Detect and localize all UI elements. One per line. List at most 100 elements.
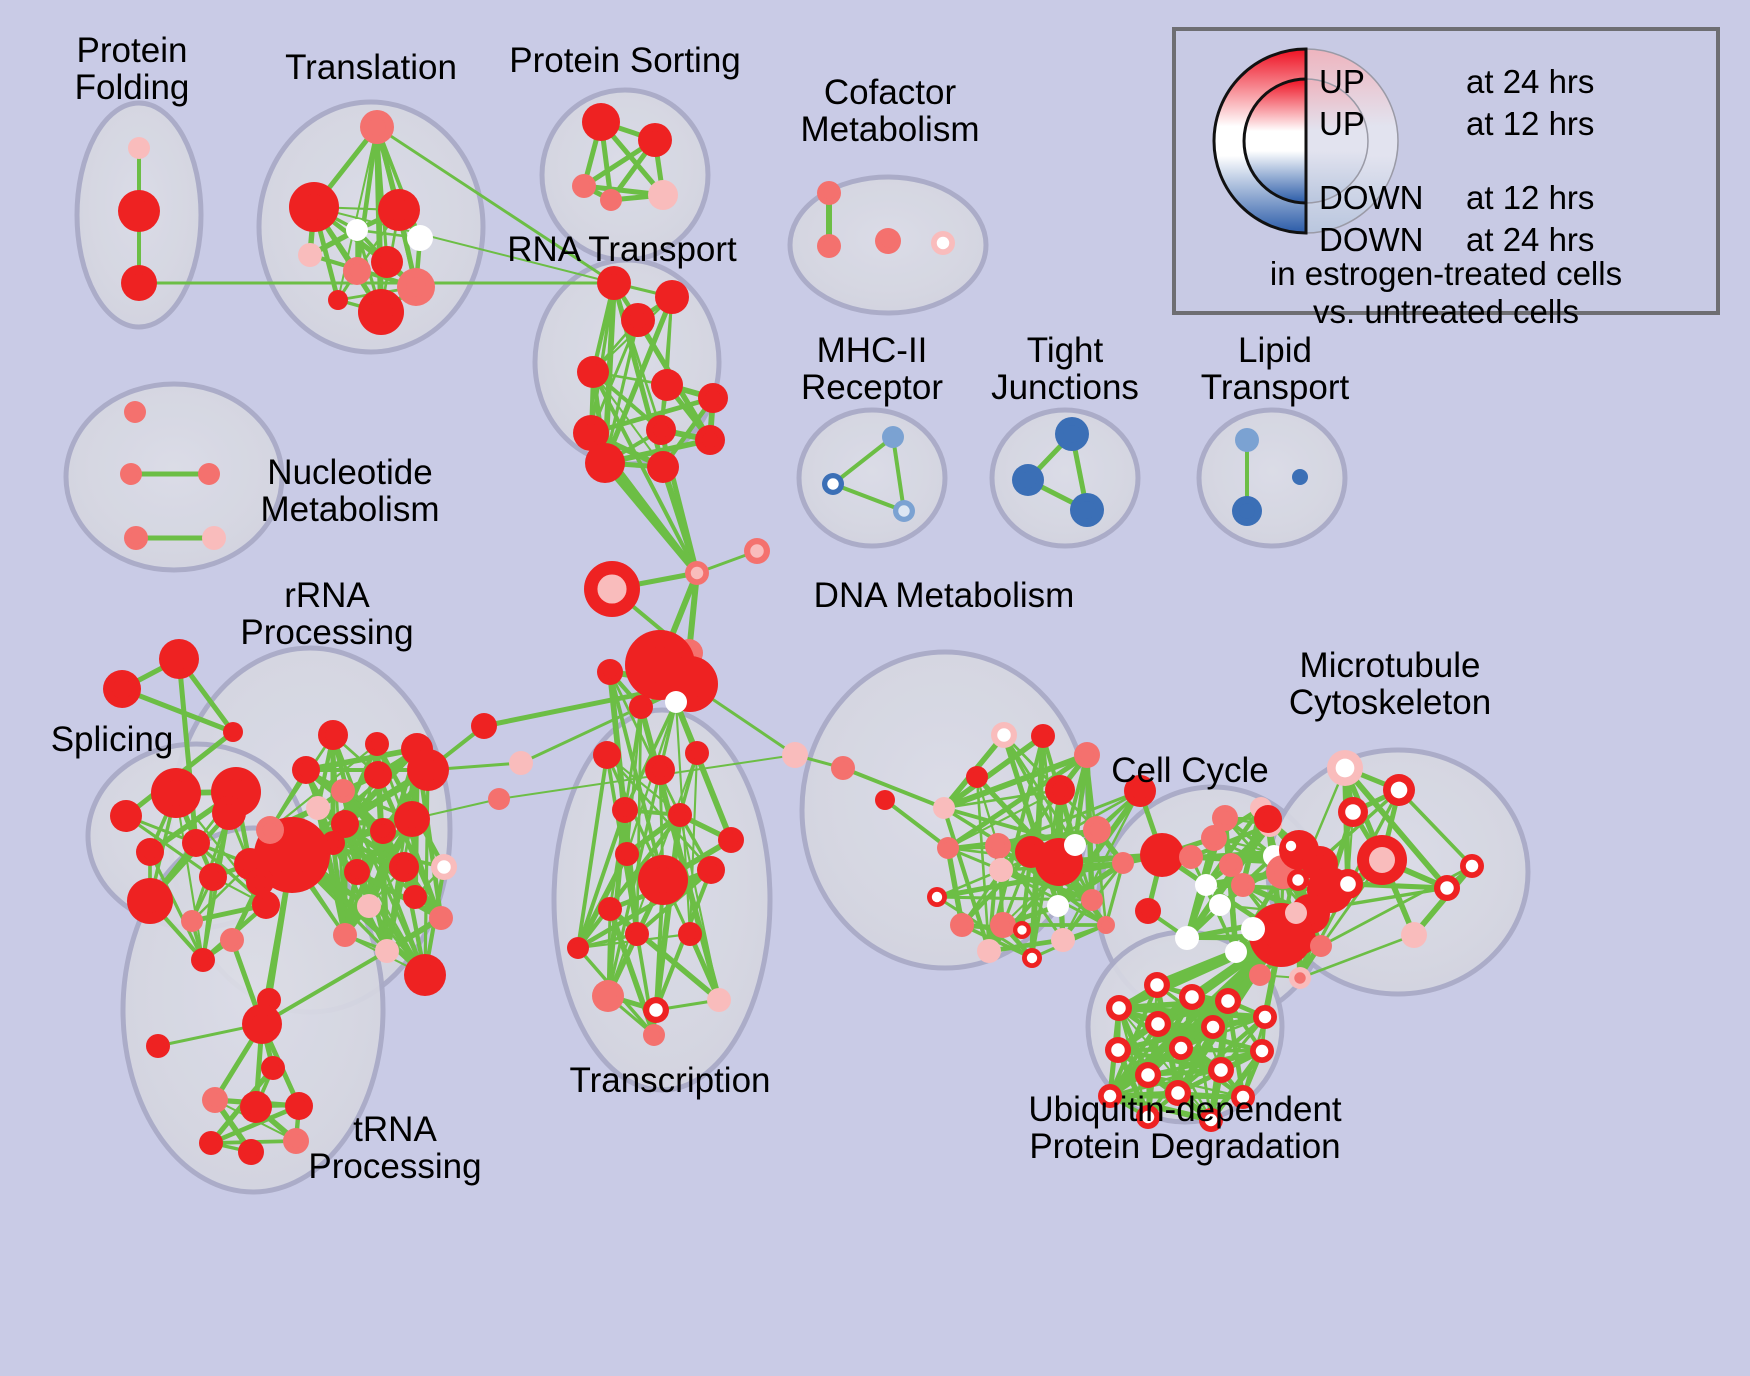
network-node[interactable]: [646, 415, 676, 445]
network-node[interactable]: [1098, 1084, 1122, 1108]
network-node[interactable]: [678, 922, 702, 946]
network-node[interactable]: [621, 303, 655, 337]
network-node[interactable]: [638, 855, 688, 905]
network-node[interactable]: [1289, 967, 1311, 989]
network-node[interactable]: [1169, 1036, 1193, 1060]
network-node[interactable]: [1165, 1080, 1191, 1106]
network-node[interactable]: [989, 858, 1013, 882]
network-node[interactable]: [1250, 1039, 1274, 1063]
network-node[interactable]: [1201, 825, 1227, 851]
network-node[interactable]: [991, 722, 1017, 748]
network-node[interactable]: [1112, 852, 1134, 874]
network-node[interactable]: [343, 257, 371, 285]
network-node[interactable]: [1047, 895, 1069, 917]
network-node[interactable]: [151, 768, 201, 818]
network-node[interactable]: [1070, 493, 1104, 527]
network-node[interactable]: [256, 816, 284, 844]
network-node[interactable]: [127, 878, 173, 924]
network-node[interactable]: [358, 289, 404, 335]
network-node[interactable]: [1179, 845, 1203, 869]
network-node[interactable]: [357, 894, 381, 918]
network-node[interactable]: [933, 797, 955, 819]
network-node[interactable]: [346, 219, 368, 241]
network-node[interactable]: [1231, 873, 1255, 897]
network-node[interactable]: [651, 369, 683, 401]
network-node[interactable]: [625, 922, 649, 946]
network-node[interactable]: [246, 868, 274, 896]
network-node[interactable]: [1225, 941, 1247, 963]
network-node[interactable]: [612, 797, 638, 823]
network-node[interactable]: [817, 234, 841, 258]
network-node[interactable]: [124, 401, 146, 423]
network-node[interactable]: [371, 246, 403, 278]
network-node[interactable]: [283, 1128, 309, 1154]
network-node[interactable]: [643, 1024, 665, 1046]
network-node[interactable]: [403, 885, 427, 909]
network-node[interactable]: [655, 280, 689, 314]
network-node[interactable]: [1136, 1105, 1160, 1129]
network-node[interactable]: [744, 538, 770, 564]
network-node[interactable]: [643, 997, 669, 1023]
network-node[interactable]: [1215, 988, 1241, 1014]
network-node[interactable]: [817, 181, 841, 205]
network-node[interactable]: [146, 1034, 170, 1058]
network-node[interactable]: [1333, 869, 1363, 899]
network-node[interactable]: [407, 225, 433, 251]
network-node[interactable]: [718, 827, 744, 853]
network-node[interactable]: [1460, 854, 1484, 878]
network-node[interactable]: [289, 182, 339, 232]
network-node[interactable]: [1097, 916, 1115, 934]
network-node[interactable]: [1105, 1037, 1131, 1063]
network-node[interactable]: [1051, 928, 1075, 952]
network-node[interactable]: [665, 691, 687, 713]
network-node[interactable]: [577, 356, 609, 388]
network-node[interactable]: [937, 837, 959, 859]
network-node[interactable]: [238, 1139, 264, 1165]
network-node[interactable]: [638, 123, 672, 157]
network-node[interactable]: [1285, 902, 1307, 924]
network-node[interactable]: [950, 913, 974, 937]
network-node[interactable]: [1106, 995, 1132, 1021]
network-node[interactable]: [212, 796, 246, 830]
network-node[interactable]: [1401, 922, 1427, 948]
network-node[interactable]: [182, 829, 210, 857]
network-node[interactable]: [875, 228, 901, 254]
network-node[interactable]: [240, 1091, 272, 1123]
network-node[interactable]: [242, 1004, 282, 1044]
network-node[interactable]: [128, 137, 150, 159]
network-node[interactable]: [893, 500, 915, 522]
network-node[interactable]: [573, 415, 609, 451]
network-node[interactable]: [1012, 464, 1044, 496]
network-node[interactable]: [1208, 1057, 1234, 1083]
network-node[interactable]: [597, 659, 623, 685]
network-node[interactable]: [685, 561, 709, 585]
network-node[interactable]: [202, 526, 226, 550]
network-node[interactable]: [1195, 874, 1217, 896]
network-node[interactable]: [822, 473, 844, 495]
network-node[interactable]: [1209, 894, 1231, 916]
network-node[interactable]: [298, 243, 322, 267]
network-node[interactable]: [592, 980, 624, 1012]
network-node[interactable]: [1081, 889, 1103, 911]
network-node[interactable]: [598, 897, 622, 921]
network-node[interactable]: [1434, 875, 1460, 901]
network-node[interactable]: [124, 526, 148, 550]
network-node[interactable]: [990, 912, 1016, 938]
network-node[interactable]: [1201, 1015, 1225, 1039]
network-node[interactable]: [1292, 469, 1308, 485]
network-node[interactable]: [159, 639, 199, 679]
network-node[interactable]: [584, 561, 640, 617]
network-node[interactable]: [364, 761, 392, 789]
network-node[interactable]: [103, 670, 141, 708]
network-node[interactable]: [1232, 496, 1262, 526]
network-node[interactable]: [1064, 834, 1086, 856]
network-node[interactable]: [181, 910, 203, 932]
network-node[interactable]: [136, 838, 164, 866]
network-node[interactable]: [394, 801, 430, 837]
network-node[interactable]: [488, 788, 510, 810]
network-node[interactable]: [365, 732, 389, 756]
network-node[interactable]: [1253, 1005, 1277, 1029]
network-node[interactable]: [331, 779, 355, 803]
network-node[interactable]: [471, 713, 497, 739]
network-node[interactable]: [261, 1056, 285, 1080]
